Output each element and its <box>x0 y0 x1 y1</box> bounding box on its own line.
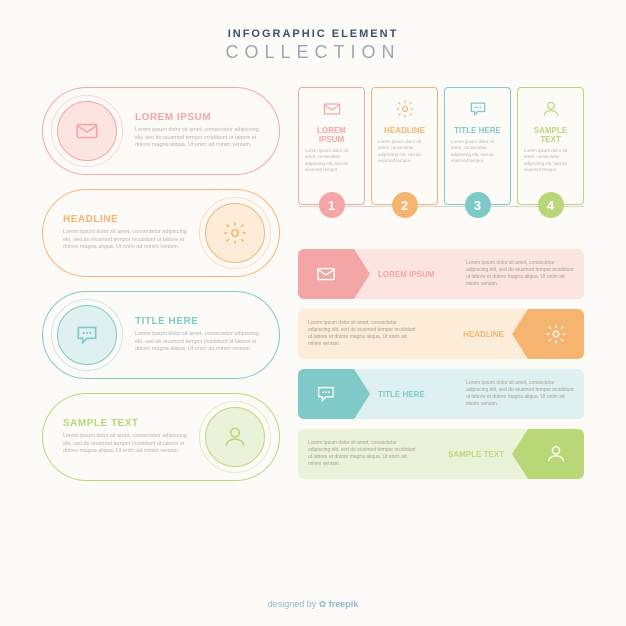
pill-text: HEADLINE Lorem ipsum dolor sit amet, cons… <box>57 214 193 252</box>
pill-title: TITLE HERE <box>135 316 259 327</box>
banner-body: Lorem ipsum dolor sit amet, consectetur … <box>298 309 426 359</box>
card-body: Lorem ipsum dolor sit amet, consectetur … <box>451 139 504 164</box>
header-title: INFOGRAPHIC ELEMENT <box>0 28 626 40</box>
footer: designed by ✿ freepik <box>0 599 626 610</box>
gear-icon <box>528 309 584 359</box>
pill-body: Lorem ipsum dolor sit amet, consectetur … <box>63 433 187 456</box>
card-number: 3 <box>465 192 491 218</box>
chat-icon: .pill:nth-child(3) .pill-icon::after{bor… <box>57 305 117 365</box>
banner-body: Lorem ipsum dolor sit amet, consectetur … <box>298 429 426 479</box>
banners-column: LOREM IPSUMLorem ipsum dolor sit amet, c… <box>298 249 584 479</box>
header-subtitle: COLLECTION <box>0 42 626 63</box>
right-column: LOREM IPSUMLorem ipsum dolor sit amet, c… <box>298 87 584 481</box>
arrow-icon <box>512 429 528 479</box>
banner-body: Lorem ipsum dolor sit amet, consectetur … <box>456 249 584 299</box>
pill-title: SAMPLE TEXT <box>63 418 187 429</box>
pill-body: Lorem ipsum dolor sit amet, consectetur … <box>135 127 259 150</box>
footer-brand: freepik <box>329 599 359 609</box>
pill-title: HEADLINE <box>63 214 187 225</box>
card-title: LOREM IPSUM <box>305 126 358 144</box>
card-title: SAMPLE TEXT <box>524 126 577 144</box>
banner-title: TITLE HERE <box>370 369 456 419</box>
pill-text: TITLE HERE Lorem ipsum dolor sit amet, co… <box>129 316 265 354</box>
pill-text: SAMPLE TEXT Lorem ipsum dolor sit amet, c… <box>57 418 193 456</box>
user-icon <box>524 98 577 120</box>
header: INFOGRAPHIC ELEMENT COLLECTION <box>0 0 626 63</box>
card-green: SAMPLE TEXT Lorem ipsum dolor sit amet, c… <box>517 87 584 205</box>
user-icon <box>528 429 584 479</box>
cards-row: LOREM IPSUM Lorem ipsum dolor sit amet, c… <box>298 87 584 205</box>
pill-green: .pill:nth-child(4) .pill-icon::after{bor… <box>42 393 280 481</box>
banner-pink: LOREM IPSUMLorem ipsum dolor sit amet, c… <box>298 249 584 299</box>
card-title: TITLE HERE <box>451 126 504 135</box>
arrow-icon <box>354 249 370 299</box>
arrow-icon <box>354 369 370 419</box>
mail-icon <box>298 249 354 299</box>
pill-column: .pill:nth-child(1) .pill-icon::after{bor… <box>42 87 280 481</box>
chat-icon <box>298 369 354 419</box>
banner-title: SAMPLE TEXT <box>426 429 512 479</box>
pill-teal: .pill:nth-child(3) .pill-icon::after{bor… <box>42 291 280 379</box>
pill-title: LOREM IPSUM <box>135 112 259 123</box>
banner-title: HEADLINE <box>426 309 512 359</box>
card-number: 1 <box>319 192 345 218</box>
card-body: Lorem ipsum dolor sit amet, consectetur … <box>305 148 358 173</box>
card-body: Lorem ipsum dolor sit amet, consectetur … <box>378 139 431 164</box>
banner-body: Lorem ipsum dolor sit amet, consectetur … <box>456 369 584 419</box>
chat-icon <box>451 98 504 120</box>
card-teal: TITLE HERE Lorem ipsum dolor sit amet, co… <box>444 87 511 205</box>
user-icon: .pill:nth-child(4) .pill-icon::after{bor… <box>205 407 265 467</box>
banner-teal: TITLE HERELorem ipsum dolor sit amet, co… <box>298 369 584 419</box>
mail-icon: .pill:nth-child(1) .pill-icon::after{bor… <box>57 101 117 161</box>
mail-icon <box>305 98 358 120</box>
banner-green: SAMPLE TEXTLorem ipsum dolor sit amet, c… <box>298 429 584 479</box>
banner-title: LOREM IPSUM <box>370 249 456 299</box>
pill-text: LOREM IPSUM Lorem ipsum dolor sit amet, c… <box>129 112 265 150</box>
card-pink: LOREM IPSUM Lorem ipsum dolor sit amet, c… <box>298 87 365 205</box>
content: .pill:nth-child(1) .pill-icon::after{bor… <box>0 63 626 481</box>
card-number: 4 <box>538 192 564 218</box>
arrow-icon <box>512 309 528 359</box>
card-title: HEADLINE <box>378 126 431 135</box>
card-orange: HEADLINE Lorem ipsum dolor sit amet, cons… <box>371 87 438 205</box>
pill-body: Lorem ipsum dolor sit amet, consectetur … <box>135 331 259 354</box>
footer-prefix: designed by <box>268 599 319 609</box>
banner-orange: HEADLINELorem ipsum dolor sit amet, cons… <box>298 309 584 359</box>
card-body: Lorem ipsum dolor sit amet, consectetur … <box>524 148 577 173</box>
pill-body: Lorem ipsum dolor sit amet, consectetur … <box>63 229 187 252</box>
gear-icon: .pill:nth-child(2) .pill-icon::after{bor… <box>205 203 265 263</box>
card-number: 2 <box>392 192 418 218</box>
gear-icon <box>378 98 431 120</box>
pill-pink: .pill:nth-child(1) .pill-icon::after{bor… <box>42 87 280 175</box>
pill-orange: .pill:nth-child(2) .pill-icon::after{bor… <box>42 189 280 277</box>
